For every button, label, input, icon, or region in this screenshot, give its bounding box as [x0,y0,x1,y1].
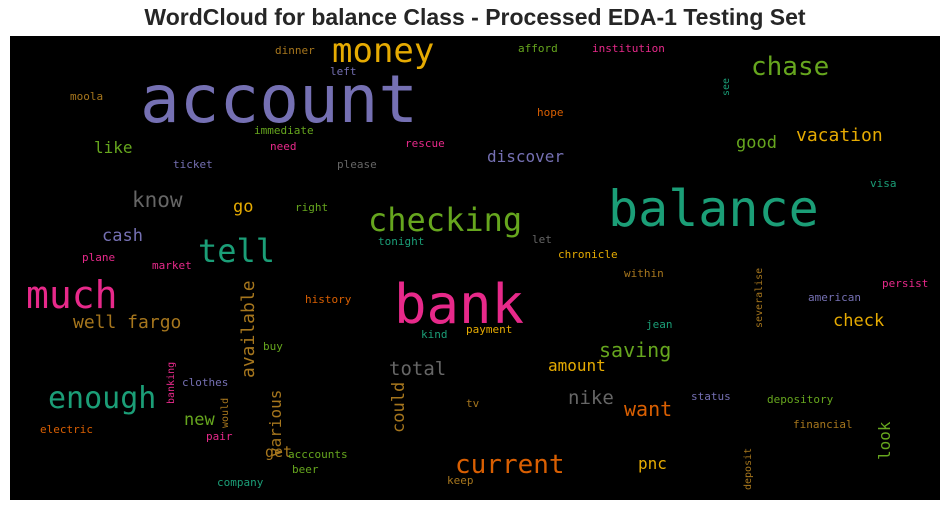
word-deposit: deposit [743,448,754,490]
word-bank: bank [394,273,524,336]
word-status: status [691,390,731,403]
word-buy: buy [263,340,283,353]
word-available: available [238,280,259,378]
word-chronicle: chronicle [558,248,618,261]
word-enough: enough [48,381,156,416]
word-let: let [532,233,552,246]
word-acccounts: acccounts [288,448,348,461]
word-money: money [332,36,434,71]
word-like: like [94,138,133,157]
word-look: look [875,421,894,460]
word-vacation: vacation [796,125,883,146]
word-afford: afford [518,42,558,55]
word-tell: tell [198,232,275,270]
word-cloud: account balance bank much money checking tell e… [10,36,940,500]
word-know: know [132,188,183,212]
word-pair: pair [206,430,233,443]
word-moola: moola [70,90,103,103]
word-banking: banking [166,362,177,404]
word-history: history [305,293,352,306]
word-much: much [26,273,118,317]
word-severalise: severalise [754,268,765,328]
word-amount: amount [548,356,606,375]
word-institution: institution [592,42,665,55]
word-rescue: rescue [405,137,445,150]
word-would: would [220,398,231,428]
word-get: get [265,443,292,461]
word-please: please [337,158,377,171]
word-right: right [295,201,328,214]
word-within: within [624,267,664,280]
word-checking: checking [368,201,522,239]
word-chase: chase [751,52,829,82]
word-left: left [330,65,357,78]
word-beer: beer [292,463,319,476]
word-pnc: pnc [638,454,667,473]
word-depository: depository [767,393,834,406]
word-balance: balance [608,180,819,238]
word-discover: discover [487,147,564,166]
word-dinner: dinner [275,44,315,57]
chart-title: WordCloud for balance Class - Processed … [144,4,806,30]
word-good: good [736,133,777,153]
word-check: check [833,311,884,331]
word-persist: persist [882,277,928,290]
word-financial: financial [793,418,853,431]
word-current: current [455,450,565,480]
word-visa: visa [870,177,897,190]
word-see: see [721,78,732,96]
word-could: could [389,382,409,433]
word-total: total [389,358,446,380]
word-payment: payment [466,323,512,336]
word-tv: tv [466,397,480,410]
word-nike: nike [568,387,614,409]
word-want: want [624,397,672,421]
word-new: new [184,410,215,430]
word-clothes: clothes [182,376,228,389]
word-market: market [152,259,192,272]
word-cash: cash [102,226,143,246]
word-plane: plane [82,251,115,264]
word-saving: saving [599,338,671,362]
word-ticket: ticket [173,158,213,171]
word-immediate: immediate [254,124,314,137]
word-well-fargo: well fargo [73,312,181,333]
word-hope: hope [537,106,564,119]
word-go: go [233,197,253,217]
word-tonight: tonight [378,235,424,248]
word-cloud-svg: account balance bank much money checking tell e… [26,36,928,490]
word-need: need [270,140,297,153]
word-various: various [266,390,285,457]
word-company: company [217,476,264,489]
word-kind: kind [421,328,448,341]
word-electric: electric [40,423,93,436]
word-account: account [140,61,418,138]
word-american: american [808,291,861,304]
word-jean: jean [646,318,673,331]
word-keep: keep [447,474,474,487]
